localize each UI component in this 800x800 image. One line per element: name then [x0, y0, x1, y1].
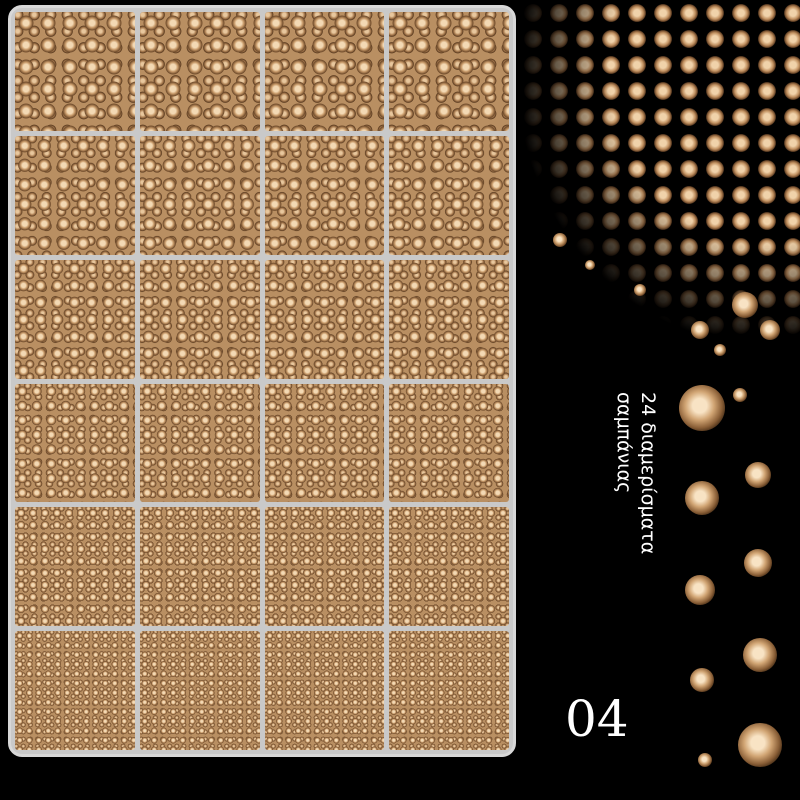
rhinestone	[685, 575, 715, 605]
compartment	[15, 259, 135, 379]
compartment	[139, 12, 260, 131]
caption: 24 διαμερίσματα σαμπάνιας	[612, 392, 660, 554]
compartment	[139, 631, 260, 750]
rhinestone	[733, 388, 747, 402]
rhinestone	[743, 638, 777, 672]
rhinestone	[553, 233, 567, 247]
caption-line-1: 24 διαμερίσματα	[637, 392, 659, 555]
rhinestone	[738, 723, 782, 767]
rhinestone	[714, 344, 726, 356]
rhinestone	[685, 481, 719, 515]
compartment	[15, 631, 135, 750]
compartment	[139, 135, 260, 255]
variant-number: 04	[565, 690, 629, 748]
compartment	[389, 631, 509, 750]
compartment	[389, 507, 509, 627]
compartment	[264, 383, 385, 503]
compartment	[139, 383, 260, 503]
compartment	[264, 12, 385, 131]
rhinestone	[679, 385, 725, 431]
rhinestone	[760, 320, 780, 340]
compartment	[15, 383, 135, 503]
rhinestone-tray	[8, 5, 516, 757]
compartment	[389, 12, 509, 131]
rhinestone	[690, 668, 714, 692]
compartment	[15, 507, 135, 627]
caption-line-2: σαμπάνιας	[613, 392, 635, 494]
rhinestone	[745, 462, 771, 488]
rhinestone	[691, 321, 709, 339]
compartment	[15, 12, 135, 131]
rhinestone	[732, 292, 758, 318]
compartment	[264, 631, 385, 750]
compartment	[139, 507, 260, 627]
compartment	[264, 135, 385, 255]
rhinestone	[585, 260, 595, 270]
compartment	[264, 259, 385, 379]
compartment	[264, 507, 385, 627]
compartment	[389, 135, 509, 255]
compartment	[389, 383, 509, 503]
scattered-rhinestones	[520, 0, 800, 340]
compartment	[389, 259, 509, 379]
compartment	[15, 135, 135, 255]
rhinestone	[744, 549, 772, 577]
compartment	[139, 259, 260, 379]
rhinestone	[698, 753, 712, 767]
rhinestone	[634, 284, 646, 296]
